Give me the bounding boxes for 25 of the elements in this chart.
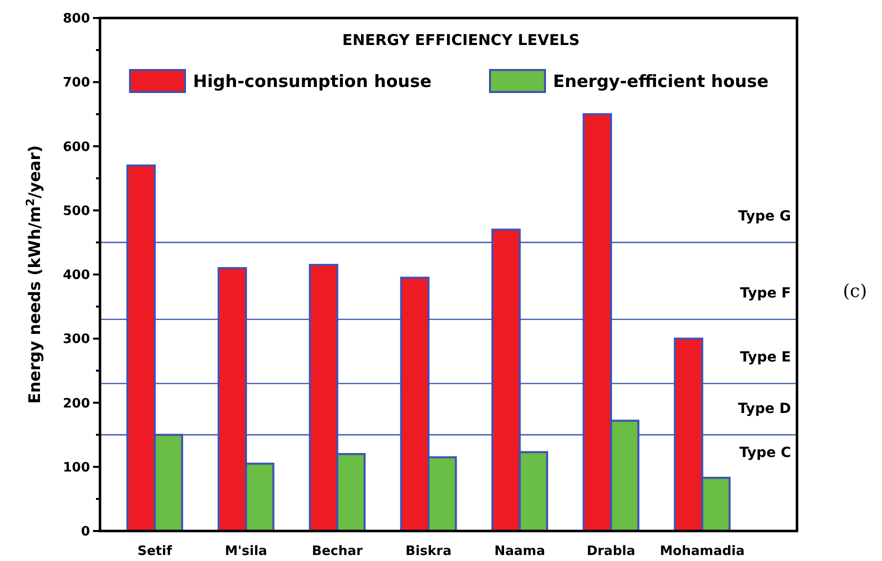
legend-title: ENERGY EFFICIENCY LEVELS — [342, 31, 580, 49]
y-tick-label: 800 — [62, 12, 90, 27]
x-tick-label: Bechar — [312, 544, 364, 559]
y-tick-label: 500 — [62, 204, 90, 219]
y-tick-label: 700 — [62, 76, 90, 91]
x-tick-label: Biskra — [406, 544, 452, 559]
y-tick-label: 0 — [80, 524, 90, 540]
ref-line-label: Type E — [740, 350, 791, 366]
annotation: Type C — [739, 444, 791, 461]
y-tick-label: 100 — [62, 460, 90, 476]
y-tick-label: 300 — [62, 332, 90, 348]
legend-label: Energy-efficient house — [553, 72, 769, 92]
ref-line-label: Type F — [740, 285, 791, 302]
ref-line-label: Type D — [738, 400, 791, 417]
text: (c) — [842, 281, 867, 302]
y-tick-label: 200 — [62, 396, 90, 412]
ref-line-label: Type G — [738, 208, 791, 224]
y-tick-label: 400 — [62, 268, 90, 284]
legend-label: High-consumption house — [193, 72, 432, 92]
x-tick-label: Mohamadia — [660, 544, 745, 559]
x-tick-label: Naama — [494, 544, 546, 559]
x-tick-label: M'sila — [224, 544, 268, 559]
x-tick-label: Drabla — [586, 544, 636, 559]
x-tick-label: Setif — [137, 544, 172, 559]
y-tick-label: 600 — [62, 140, 90, 155]
